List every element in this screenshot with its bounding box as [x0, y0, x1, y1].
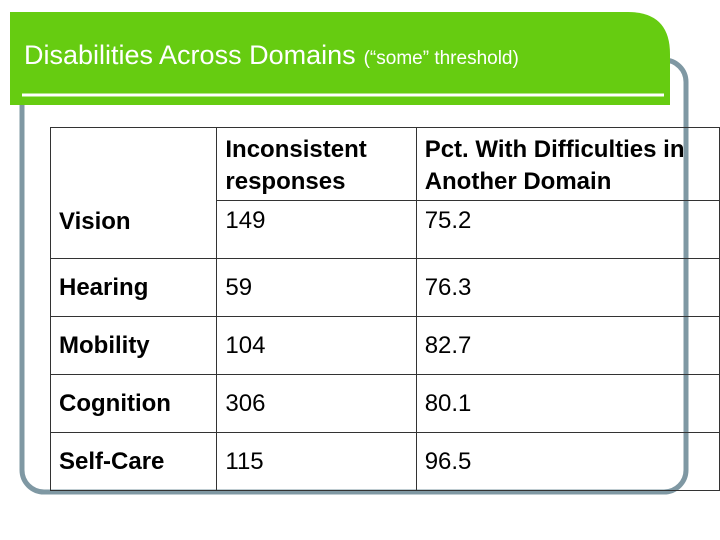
table-row: Self-Care 115 96.5: [49, 432, 720, 491]
table-row: Mobility 104 82.7: [49, 316, 720, 375]
row-label: Mobility: [49, 316, 218, 375]
table-row: Cognition 306 80.1: [49, 374, 720, 433]
row-label: Cognition: [49, 374, 218, 433]
cell: 59: [216, 258, 417, 317]
cell: 96.5: [415, 432, 720, 491]
cell: 149: [216, 200, 417, 259]
cell: 76.3: [415, 258, 720, 317]
table: Vision Inconsistent responses Pct. With Di…: [49, 127, 720, 491]
cell: 306: [216, 374, 417, 433]
cell: 75.2: [415, 200, 720, 259]
row-label: Hearing: [49, 258, 218, 317]
title-text: Disabilities Across Domains: [24, 40, 356, 70]
row-label: Vision: [49, 127, 218, 259]
cell: 104: [216, 316, 417, 375]
cell: 115: [216, 432, 417, 491]
column-header: Pct. With Difficulties in Another Domain: [415, 127, 720, 201]
row-label: Self-Care: [49, 432, 218, 491]
column-header: Inconsistent responses: [216, 127, 417, 201]
table-row: 149 75.2: [51, 200, 720, 259]
table-row: Hearing 59 76.3: [49, 258, 720, 317]
cell: 82.7: [415, 316, 720, 375]
subtitle: (“some” threshold): [363, 48, 519, 69]
title-banner: [10, 12, 670, 105]
title: Disabilities Across Domains (“some” thres…: [24, 40, 519, 71]
header-row: Vision Inconsistent responses Pct. With Di…: [49, 127, 720, 259]
cell: 80.1: [415, 374, 720, 433]
